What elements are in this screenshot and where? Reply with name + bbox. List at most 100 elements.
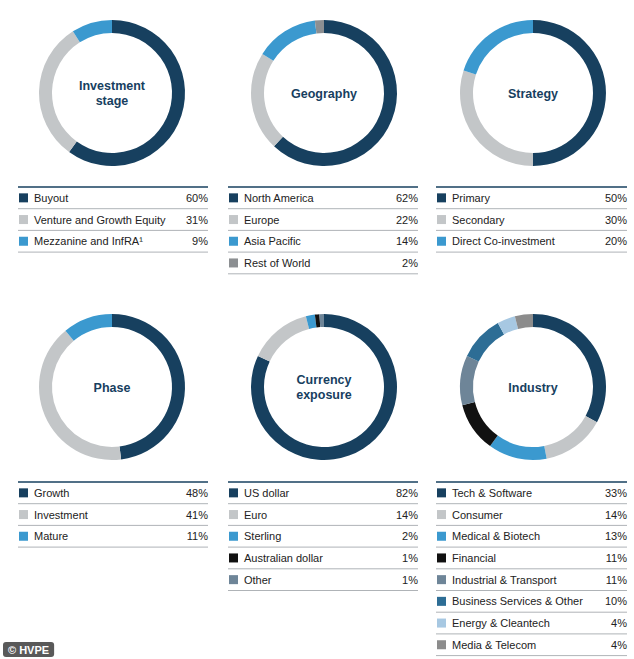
donut-slice bbox=[69, 20, 185, 166]
legend-swatch bbox=[229, 575, 238, 584]
legend-label: Financial bbox=[452, 552, 496, 564]
legend-swatch bbox=[437, 597, 446, 606]
legend-value: 2% bbox=[402, 257, 418, 269]
legend-label: Direct Co-investment bbox=[452, 235, 555, 247]
legend-rule bbox=[228, 525, 418, 526]
legend-swatch bbox=[437, 640, 446, 649]
legend-label: Euro bbox=[244, 509, 267, 521]
donut-slice bbox=[533, 314, 606, 422]
donut-slice bbox=[73, 20, 112, 42]
donut-slice bbox=[515, 314, 533, 329]
legend-value: 11% bbox=[187, 530, 208, 542]
legend-rule bbox=[228, 208, 418, 209]
donut-slice bbox=[258, 316, 309, 361]
legend: Growth48%Investment41%Mature11% bbox=[18, 482, 208, 547]
legend-label: Mezzanine and InfRA¹ bbox=[34, 235, 143, 247]
chart-title: Strategy bbox=[508, 87, 558, 101]
legend-value: 10% bbox=[605, 595, 627, 607]
legend-label: Consumer bbox=[452, 509, 503, 521]
donut-slice bbox=[251, 54, 283, 146]
legend-swatch bbox=[229, 553, 238, 562]
legend-label: Australian dollar bbox=[244, 552, 323, 564]
donut-slice bbox=[462, 402, 497, 446]
legend-rule bbox=[228, 481, 418, 483]
legend-rule bbox=[436, 481, 627, 483]
legend-value: 14% bbox=[396, 509, 418, 521]
legend: Primary 50% Secondary 30% Direct Co-investme… bbox=[436, 187, 627, 252]
legend-label: Tech & Software bbox=[452, 487, 532, 499]
legend-rule bbox=[436, 568, 627, 569]
legend-label: Investment bbox=[34, 509, 88, 521]
donut-slice bbox=[306, 315, 317, 329]
legend-rule bbox=[436, 208, 627, 209]
legend-rule bbox=[228, 547, 418, 548]
legend-rule bbox=[228, 186, 418, 188]
legend-swatch bbox=[437, 193, 446, 202]
source-background bbox=[3, 642, 54, 657]
legend-label: US dollar bbox=[244, 487, 290, 499]
legend-swatch bbox=[229, 488, 238, 497]
chart-title: Phase bbox=[94, 381, 131, 395]
legend-value: 4% bbox=[611, 617, 627, 629]
legend-value: 1% bbox=[402, 574, 418, 586]
legend-label: Secondary bbox=[452, 214, 505, 226]
source-text: © HVPE bbox=[8, 644, 49, 656]
legend-label: Primary bbox=[452, 192, 490, 204]
legend-rule bbox=[436, 230, 627, 231]
legend-value: 14% bbox=[605, 509, 627, 521]
legend-label: Sterling bbox=[244, 530, 281, 542]
legend-swatch bbox=[437, 488, 446, 497]
donut-chart: Industry bbox=[460, 314, 606, 460]
legend-label: Energy & Cleantech bbox=[452, 617, 550, 629]
legend-rule bbox=[18, 208, 208, 209]
donut-slice bbox=[65, 314, 112, 341]
legend-label: Growth bbox=[34, 487, 69, 499]
legend-rule bbox=[436, 525, 627, 526]
legend-rule bbox=[18, 547, 208, 548]
chart-canvas: InvestmentstageBuyout60%Venture and Grow… bbox=[0, 0, 634, 659]
legend-label: Industrial & Transport bbox=[452, 574, 557, 586]
legend-swatch bbox=[229, 532, 238, 541]
legend-label: Medical & Biotech bbox=[452, 530, 540, 542]
donut-chart: Geography bbox=[251, 20, 397, 166]
legend-swatch bbox=[229, 510, 238, 519]
donut-slice bbox=[490, 436, 547, 460]
legend-rule bbox=[436, 633, 627, 634]
legend-swatch bbox=[19, 532, 28, 541]
donut-chart: Investmentstage bbox=[39, 20, 185, 166]
legend-swatch bbox=[229, 215, 238, 224]
legend-label: Europe bbox=[244, 214, 279, 226]
legend-swatch bbox=[437, 553, 446, 562]
legend-swatch bbox=[19, 215, 28, 224]
legend-swatch bbox=[437, 237, 446, 246]
legend-label: Media & Telecom bbox=[452, 639, 536, 651]
legend-rule bbox=[18, 525, 208, 526]
legend-swatch bbox=[229, 193, 238, 202]
legend-swatch bbox=[19, 510, 28, 519]
legend-value: 4% bbox=[611, 639, 627, 651]
legend-value: 33% bbox=[605, 487, 627, 499]
legend-swatch bbox=[437, 619, 446, 628]
legend: Tech & Software 33% Consumer 14% Medical & B… bbox=[436, 482, 627, 656]
donut-slice bbox=[498, 316, 518, 334]
legend-value: 50% bbox=[605, 192, 627, 204]
legend-label: Asia Pacific bbox=[244, 235, 301, 247]
donut-chart: Currencyexposure bbox=[251, 314, 397, 460]
legend-swatch bbox=[19, 488, 28, 497]
legend-rule bbox=[228, 503, 418, 504]
legend-label: North America bbox=[244, 192, 315, 204]
chart-title: Investmentstage bbox=[79, 79, 146, 108]
legend-rule bbox=[436, 503, 627, 504]
legend-rule bbox=[18, 186, 208, 188]
legend-rule bbox=[228, 273, 418, 274]
legend-rule bbox=[436, 186, 627, 188]
legend-rule bbox=[228, 252, 418, 253]
source-badge: © HVPE bbox=[3, 642, 54, 657]
donut-chart: Phase bbox=[39, 314, 185, 460]
legend-rule bbox=[18, 503, 208, 504]
legend-value: 30% bbox=[605, 214, 627, 226]
legend-rule bbox=[18, 230, 208, 231]
chart-title: Currencyexposure bbox=[296, 373, 352, 402]
legend-value: 14% bbox=[396, 235, 418, 247]
legend-swatch bbox=[229, 258, 238, 267]
